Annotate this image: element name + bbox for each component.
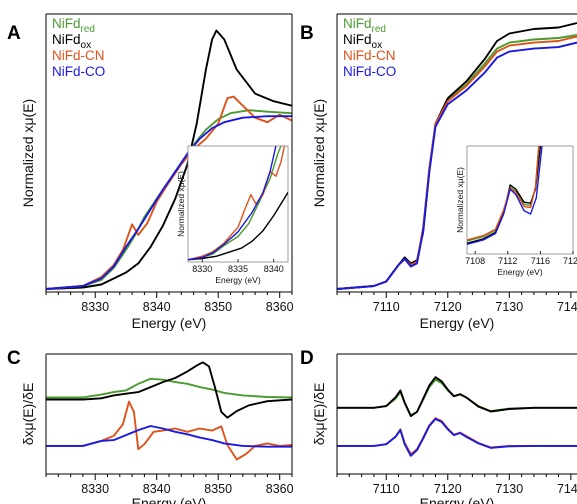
series-group-A <box>46 29 292 290</box>
series-line-C-3 <box>46 425 292 448</box>
series-group-C <box>46 361 292 461</box>
panel-letter-A: A <box>7 23 21 44</box>
series-line-D-0 <box>337 378 577 417</box>
legend-entry-subscript: ox <box>81 40 92 51</box>
series-line-A-3 <box>46 115 292 290</box>
inset-x-tick-label-B-1: 7112 <box>498 256 517 266</box>
panel-B: B 7110 7120 7130 7140 Energy (eV) Normalized x… <box>300 13 577 331</box>
x-axis-label-C: Energy (eV) <box>132 495 207 504</box>
x-tick-label-D-0: 7110 <box>373 482 400 496</box>
x-tick-label-B-1: 7120 <box>434 300 462 314</box>
legend-entry-A-3: NiFd-CO <box>52 64 105 79</box>
inset-x-axis-label-B: Energy (eV) <box>497 267 543 277</box>
x-tick-label-B-3: 7140 <box>557 300 577 314</box>
panel-A: A 8330 8340 8350 8360 Energy (eV) Normalized x… <box>7 13 294 331</box>
inset-series-group-A <box>188 146 288 261</box>
inset-x-tick-label-B-2: 7116 <box>531 256 550 266</box>
legend-entry-subscript: ox <box>372 40 383 51</box>
inset-x-tick-label-A-1: 8335 <box>228 264 248 274</box>
series-line-D-3 <box>337 418 577 457</box>
series-line-C-0 <box>46 377 292 399</box>
panel-C: C 8330 8340 8350 8360 Energy (eV) δxμ(E)/δE <box>7 348 294 504</box>
legend-entry-A-1: NiFdox <box>52 32 91 51</box>
x-tick-label-C-3: 8360 <box>266 482 294 496</box>
x-tick-label-A-0: 8330 <box>81 300 109 314</box>
inset-B: 7108 7112 7116 7120 Energy (eV) Normalized xμ… <box>455 145 577 277</box>
legend-entry-B-2: NiFd-CN <box>343 48 396 63</box>
inset-series-line-A-2 <box>188 146 286 261</box>
x-tick-label-C-0: 8330 <box>81 482 109 496</box>
axes-frame-D <box>336 354 577 475</box>
legend-entry-name: NiFd-CN <box>343 48 396 63</box>
panel-letter-C: C <box>7 348 21 369</box>
inset-series-line-B-3 <box>467 146 543 245</box>
series-line-C-1 <box>46 361 292 419</box>
inset-x-tick-label-B-3: 7120 <box>563 256 577 266</box>
legend-entry-name: NiFd-CO <box>52 64 105 79</box>
axes-frame-C <box>45 354 292 475</box>
legend-entry-A-0: NiFdred <box>52 16 95 35</box>
series-line-D-2 <box>337 417 577 456</box>
y-axis-label-C: δxμ(E)/δE <box>20 383 36 446</box>
legend-entry-A-2: NiFd-CN <box>52 48 105 63</box>
y-axis-label-B: Normalized xμ(E) <box>311 99 327 207</box>
x-tick-label-A-3: 8360 <box>266 300 294 314</box>
series-group-B <box>337 22 577 290</box>
inset-y-axis-label-B: Normalized xμ(E) <box>455 167 465 233</box>
legend-entry-name: NiFd <box>343 32 372 47</box>
series-line-D-1 <box>337 376 577 418</box>
inset-series-group-B <box>467 146 543 245</box>
panel-D: D 7110 7120 7130 7140 Energy (eV) δxμ(E)/δE <box>300 348 577 504</box>
panel-letter-D: D <box>300 348 314 369</box>
y-axis-label-A: Normalized xμ(E) <box>20 99 36 207</box>
inset-series-line-A-3 <box>188 146 277 261</box>
series-line-A-1 <box>46 29 292 290</box>
x-tick-label-D-2: 7130 <box>495 482 523 496</box>
x-axis-label-D: Energy (eV) <box>420 495 495 504</box>
inset-x-tick-label-A-0: 8330 <box>192 264 212 274</box>
inset-frame-A <box>187 145 289 263</box>
inset-series-line-B-2 <box>467 146 540 241</box>
legend-entry-subscript: red <box>81 24 95 35</box>
x-tick-label-B-2: 7130 <box>495 300 523 314</box>
inset-x-tick-label-B-0: 7108 <box>465 256 485 266</box>
series-line-C-2 <box>46 400 292 461</box>
legend-entry-name: NiFd <box>52 32 81 47</box>
x-tick-label-C-1: 8340 <box>143 482 171 496</box>
x-tick-label-D-3: 7140 <box>557 482 577 496</box>
inset-x-tick-label-A-2: 8340 <box>264 264 284 274</box>
series-line-B-3 <box>337 41 577 290</box>
inset-y-axis-label-A: Normalized xμ(E) <box>176 171 186 237</box>
legend-entry-name: NiFd <box>52 16 81 31</box>
legend-entry-name: NiFd <box>343 16 372 31</box>
x-axis-label-B: Energy (eV) <box>420 315 495 331</box>
inset-series-line-A-1 <box>188 192 288 261</box>
panel-letter-B: B <box>300 23 314 44</box>
legend-entry-subscript: red <box>372 24 386 35</box>
x-tick-label-B-0: 7110 <box>373 300 400 314</box>
legend-entry-B-0: NiFdred <box>343 16 386 35</box>
y-axis-label-D: δxμ(E)/δE <box>311 383 327 446</box>
inset-x-axis-label-A: Energy (eV) <box>215 275 261 285</box>
legend-entry-B-3: NiFd-CO <box>343 64 396 79</box>
series-group-D <box>337 376 577 457</box>
legend-entry-B-1: NiFdox <box>343 32 382 51</box>
x-tick-label-D-1: 7120 <box>434 482 462 496</box>
x-tick-label-A-2: 8350 <box>204 300 232 314</box>
x-tick-label-C-2: 8350 <box>204 482 232 496</box>
legend-entry-name: NiFd-CN <box>52 48 105 63</box>
x-tick-label-A-1: 8340 <box>143 300 171 314</box>
legend-entry-name: NiFd-CO <box>343 64 396 79</box>
x-axis-label-A: Energy (eV) <box>132 315 207 331</box>
